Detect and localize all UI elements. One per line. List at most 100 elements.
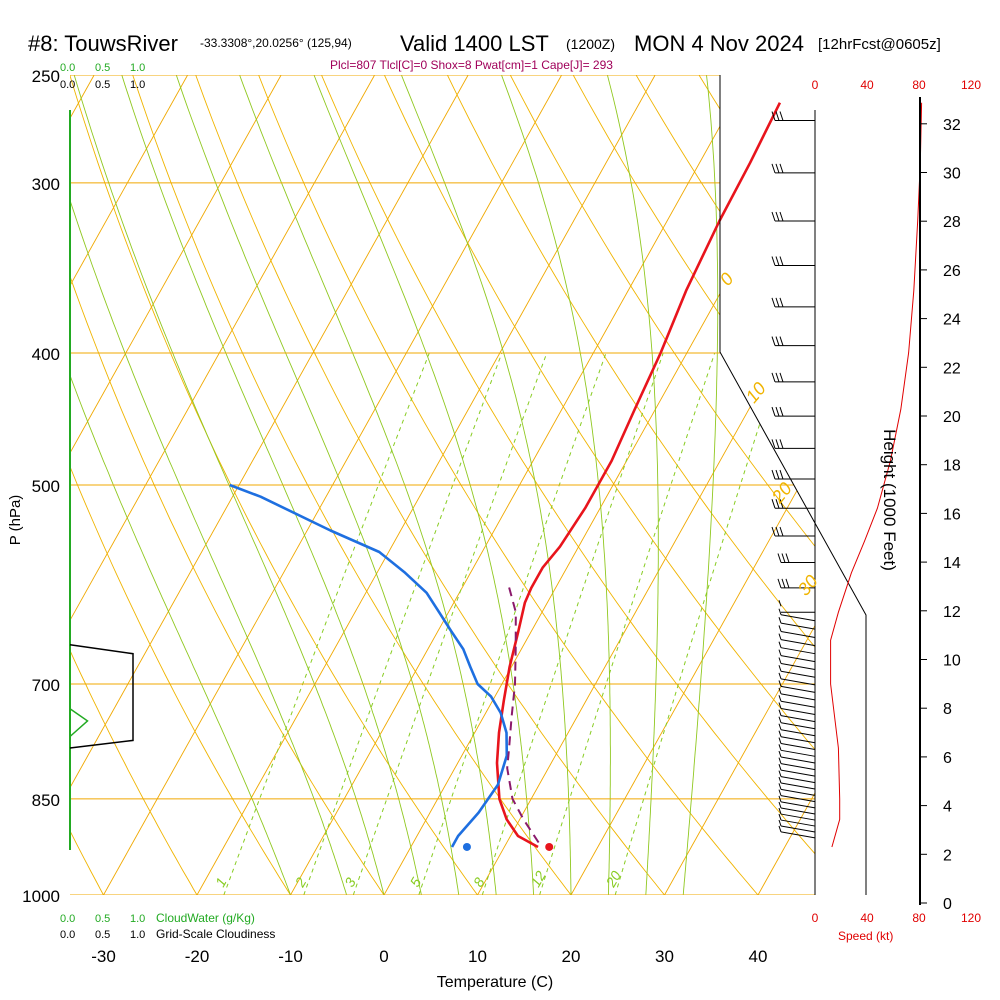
wind-barb: [771, 372, 815, 383]
wind-barb-shaft: [780, 622, 816, 630]
wind-barb-flag: [779, 526, 784, 537]
height-tick-label: 12: [943, 604, 961, 621]
temperature-tick-label: -10: [278, 947, 303, 966]
wind-barb: [778, 750, 816, 764]
wind-barb-flag: [778, 649, 782, 656]
y-axis-label: P (hPa): [7, 495, 24, 546]
wind-barb: [778, 770, 816, 784]
wind-barb-shaft: [780, 776, 816, 784]
wind-barb: [778, 687, 816, 701]
wind-barb-flag: [778, 783, 782, 790]
wind-barb: [778, 657, 816, 670]
grid-mask: [720, 75, 815, 895]
mixing-ratio-label: 12: [527, 868, 549, 890]
wind-barb-flag: [778, 709, 782, 716]
wind-barb-flag: [778, 737, 782, 744]
cloudiness-profile: [69, 643, 134, 749]
wind-barb-shaft: [780, 819, 816, 827]
cloudwater-tick-bottom: 1.0: [130, 913, 145, 925]
pressure-tick-label: 400: [32, 345, 60, 364]
wind-barb-flag: [778, 770, 782, 777]
wind-barb: [778, 625, 816, 638]
wind-barb-flag: [778, 687, 782, 695]
dry-adiabat-line: [951, 75, 1000, 895]
height-tick-label: 32: [943, 117, 961, 134]
isotherm-line: [0, 75, 1, 895]
wind-barb: [778, 801, 816, 815]
wind-barb: [771, 211, 815, 222]
station-coords: -33.3308°,20.0256° (125,94): [200, 36, 352, 50]
isotherm-line: [70, 75, 189, 287]
wind-barb-shaft: [780, 614, 816, 622]
isotherm-value-label: 30: [794, 571, 822, 599]
speed-tick-bottom: 0: [812, 911, 819, 925]
wind-barb: [771, 499, 815, 509]
wind-barb-shaft: [780, 700, 816, 708]
moist-adiabat-line: [70, 374, 291, 895]
height-tick-label: 4: [943, 799, 952, 816]
wind-barb-shaft: [780, 693, 816, 701]
wind-barb-shaft: [780, 788, 816, 796]
wind-barb-flag: [777, 553, 782, 563]
cloudwater-profile: [69, 708, 89, 738]
dry-adiabat-line: [70, 275, 385, 895]
mixing-ratio-label: 20: [602, 868, 624, 891]
wind-barb: [778, 680, 816, 693]
dewpoint-profile: [229, 483, 509, 848]
wind-barb-shaft: [780, 685, 816, 693]
wind-barb: [771, 469, 815, 480]
wind-barb-flag: [775, 336, 780, 346]
dry-adiabat-line: [132, 75, 572, 895]
wind-barb-flag: [778, 608, 782, 615]
wind-barb-flag: [778, 672, 782, 680]
mixing-ratio-line: [481, 352, 664, 895]
wind-barb-flag: [778, 680, 782, 687]
wind-barb-flag: [775, 163, 780, 174]
wind-speed-profile: [830, 102, 923, 848]
wind-barb-shaft: [780, 647, 816, 655]
x-axis-label: Temperature (C): [437, 974, 553, 991]
wind-barb-flag: [771, 439, 776, 449]
wind-barb-flag: [771, 526, 776, 537]
height-tick-label: 6: [943, 750, 952, 767]
wind-barb-flag: [779, 297, 784, 308]
wind-barb: [778, 789, 816, 803]
height-axis-label: Height (1000 Feet): [880, 429, 899, 571]
speed-tick-top: 80: [912, 78, 926, 92]
pressure-tick-label: 850: [32, 791, 60, 810]
wind-barb-flag: [778, 633, 782, 640]
temperature-tick-label: -20: [185, 947, 210, 966]
dry-adiabat-line: [258, 75, 759, 895]
wind-barb: [778, 795, 816, 809]
pressure-tick-label: 1000: [22, 887, 60, 906]
wind-barb-flag: [778, 641, 782, 648]
speed-tick-bottom: 40: [860, 911, 874, 925]
wind-barb: [778, 709, 816, 723]
wind-barb-flag: [775, 526, 780, 537]
wind-barb-flag: [778, 813, 782, 821]
height-tick-label: 14: [943, 555, 961, 572]
wind-barb-flag: [771, 111, 776, 121]
wind-barb-flag: [778, 825, 782, 833]
wind-barb: [778, 825, 816, 839]
wind-barb-shaft: [780, 722, 816, 730]
wind-barb-shaft: [780, 743, 816, 751]
wind-barb-flag: [778, 625, 782, 632]
wind-barb-flag: [778, 750, 782, 758]
wind-barb: [778, 813, 816, 827]
wind-barb-flag: [775, 469, 780, 480]
height-tick-label: 30: [943, 166, 961, 183]
isotherm-line: [70, 75, 282, 454]
wind-barb-shaft: [780, 831, 816, 839]
wind-barb-flag: [778, 757, 782, 764]
wind-barb: [778, 744, 816, 757]
wind-barb-shaft: [780, 736, 816, 744]
wind-barb: [771, 526, 815, 537]
wind-barb-flag: [778, 716, 782, 723]
wind-barb: [771, 256, 815, 267]
isotherm-line: [664, 624, 815, 895]
station-title: #8: TouwsRiver: [28, 31, 178, 56]
wind-barb: [777, 578, 815, 589]
wind-barb: [778, 617, 816, 630]
